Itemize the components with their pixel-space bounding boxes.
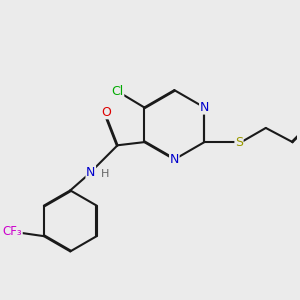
Text: H: H: [101, 169, 109, 178]
Text: N: N: [170, 153, 179, 166]
Text: O: O: [102, 106, 112, 119]
Text: CF₃: CF₃: [2, 225, 22, 238]
Text: N: N: [200, 101, 209, 114]
Text: Cl: Cl: [111, 85, 124, 98]
Text: N: N: [86, 166, 95, 178]
Text: S: S: [235, 136, 243, 148]
